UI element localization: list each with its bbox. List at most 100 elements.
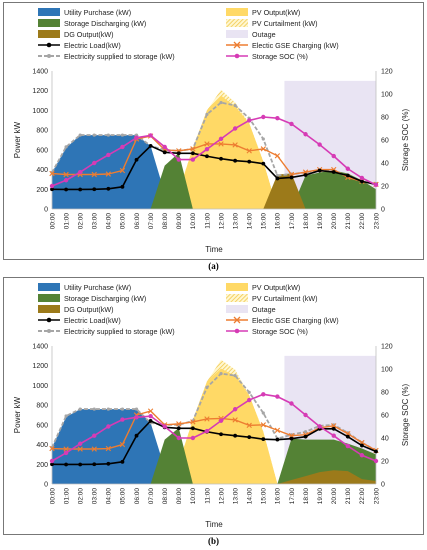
legend-label: Storage Discharging (kW) bbox=[64, 294, 146, 303]
storage-soc-point bbox=[373, 182, 379, 188]
legend-swatch bbox=[226, 8, 248, 16]
legend-label: Electic GSE Charging (kW) bbox=[252, 41, 339, 50]
gse-charging-point bbox=[288, 433, 295, 439]
legend-swatch bbox=[38, 8, 60, 16]
legend-label: DG Output(kW) bbox=[64, 30, 114, 39]
gse-charging-point bbox=[105, 445, 112, 452]
electric-load-point bbox=[92, 187, 97, 192]
chart-b: Utility Purchase (kW) PV Output(kW) Storag… bbox=[13, 283, 410, 529]
legend-label: Storage SOC (%) bbox=[252, 52, 308, 61]
electric-load-point bbox=[233, 158, 238, 163]
x-axis-title: Time bbox=[205, 245, 223, 254]
y-tick-label: 200 bbox=[36, 462, 48, 469]
y-tick-label: 600 bbox=[36, 147, 48, 154]
x-tick-label: 17:00 bbox=[289, 213, 296, 230]
legend-marker bbox=[46, 42, 52, 48]
x-tick-label: 23:00 bbox=[373, 213, 380, 230]
electric-load-point bbox=[247, 159, 252, 164]
gse-charging-point bbox=[246, 422, 252, 429]
supplied-to-storage-point bbox=[134, 407, 139, 411]
x-tick-label: 09:00 bbox=[176, 213, 183, 230]
legend-label: Storage SOC (%) bbox=[252, 327, 308, 336]
x-tick-label: 03:00 bbox=[92, 488, 99, 505]
x-tick-label: 12:00 bbox=[218, 488, 225, 505]
x-tick-label: 10:00 bbox=[190, 213, 197, 230]
legend-label: PV Output(kW) bbox=[252, 8, 300, 17]
x-tick-label: 08:00 bbox=[162, 488, 169, 505]
supplied-to-storage-point bbox=[303, 430, 308, 434]
legend-swatch bbox=[38, 30, 60, 38]
x-tick-label: 18:00 bbox=[303, 213, 310, 230]
gse-charging-point bbox=[105, 171, 112, 177]
caption-b: (b) bbox=[0, 536, 427, 546]
x-tick-label: 11:00 bbox=[204, 488, 211, 504]
legend-swatch bbox=[226, 283, 248, 291]
storage-soc-point bbox=[49, 183, 55, 189]
x-tick-label: 04:00 bbox=[106, 488, 113, 505]
x-tick-label: 12:00 bbox=[218, 213, 225, 230]
x-tick-label: 21:00 bbox=[345, 213, 352, 230]
storage-soc-point bbox=[63, 178, 69, 183]
x-tick-label: 22:00 bbox=[359, 213, 366, 230]
legend-swatch bbox=[38, 19, 60, 27]
storage-soc-line bbox=[51, 393, 377, 462]
legend-item: Storage SOC (%) bbox=[226, 52, 308, 61]
y-tick-label: 200 bbox=[36, 187, 48, 194]
supplied-to-storage-point bbox=[78, 133, 82, 137]
legend-item: PV Curtailment (kW) bbox=[226, 19, 318, 28]
legend-item: Electric Load(kW) bbox=[38, 316, 121, 325]
legend-label: Utility Purchase (kW) bbox=[64, 8, 131, 17]
x-tick-label: 09:00 bbox=[176, 488, 183, 505]
storage-soc-point bbox=[261, 114, 266, 120]
gse-charging-point bbox=[91, 171, 97, 178]
storage-soc-point bbox=[373, 458, 379, 464]
x-tick-label: 23:00 bbox=[373, 488, 380, 505]
x-tick-label: 00:00 bbox=[49, 488, 56, 505]
electric-load-point bbox=[148, 419, 153, 423]
supplied-to-storage-point bbox=[106, 407, 110, 411]
legend-swatch bbox=[226, 294, 248, 302]
utility-purchase-area bbox=[52, 409, 376, 484]
dg-output-area bbox=[52, 470, 376, 484]
gse-charging-point bbox=[147, 408, 154, 414]
x-tick-label: 16:00 bbox=[275, 488, 282, 505]
gse-charging-point bbox=[119, 167, 126, 174]
legend-label: PV Curtailment (kW) bbox=[252, 294, 318, 303]
legend-label: Utility Purchase (kW) bbox=[64, 283, 131, 292]
gse-charging-point bbox=[119, 441, 126, 448]
pv-output-area bbox=[52, 95, 376, 209]
caption-a-text: (a) bbox=[208, 261, 219, 271]
gse-charging-point bbox=[49, 170, 55, 177]
y2-tick-label: 60 bbox=[381, 138, 389, 145]
electric-load-point bbox=[50, 462, 54, 467]
storage-soc-point bbox=[345, 443, 351, 449]
electric-load-point bbox=[205, 154, 209, 159]
x-tick-label: 02:00 bbox=[77, 213, 84, 230]
x-tick-label: 06:00 bbox=[134, 213, 141, 230]
electric-load-point bbox=[176, 151, 181, 156]
y-tick-label: 1200 bbox=[32, 88, 48, 95]
storage-soc-point bbox=[49, 458, 55, 464]
storage-soc-point bbox=[120, 144, 125, 150]
legend-item: DG Output(kW) bbox=[38, 305, 114, 314]
legend-item: Outage bbox=[226, 305, 276, 314]
storage-soc-point bbox=[176, 435, 181, 441]
electric-load-point bbox=[303, 173, 308, 177]
supplied-to-storage-point bbox=[92, 407, 96, 411]
y2-tick-label: 100 bbox=[381, 367, 393, 374]
gse-charging-point bbox=[204, 141, 210, 147]
storage-soc-point bbox=[289, 121, 294, 127]
gse-charging-point bbox=[204, 416, 210, 422]
x-tick-label: 13:00 bbox=[232, 488, 239, 505]
electric-load-point bbox=[374, 449, 378, 454]
legend-label: DG Output(kW) bbox=[64, 305, 114, 314]
electric-load-point bbox=[247, 435, 252, 440]
x-tick-label: 00:00 bbox=[49, 213, 56, 230]
gse-charging-point bbox=[274, 153, 281, 159]
legend-marker bbox=[47, 329, 51, 333]
supplied-to-storage-point bbox=[261, 411, 265, 415]
gse-charging-point bbox=[232, 417, 238, 423]
legend-a: Utility Purchase (kW) PV Output(kW) Storag… bbox=[38, 8, 339, 61]
electric-load-point bbox=[261, 161, 266, 166]
electric-load-point bbox=[289, 175, 294, 180]
